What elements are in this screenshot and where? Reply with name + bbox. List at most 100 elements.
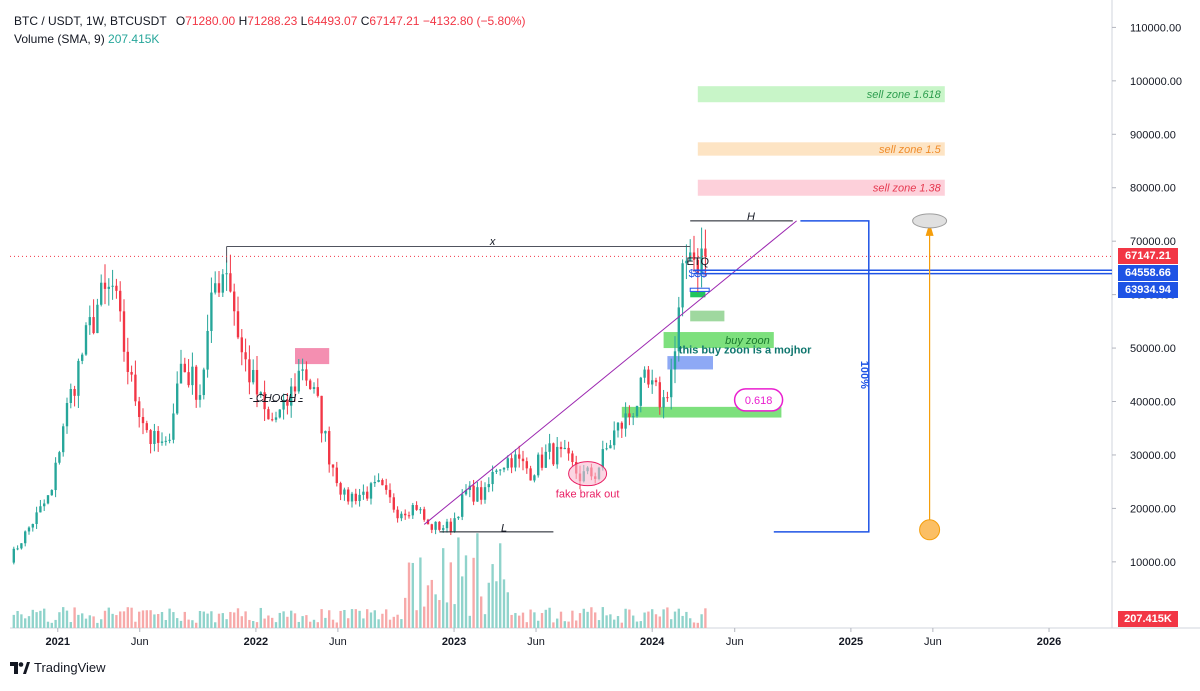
volume-bar — [670, 619, 673, 628]
zone-label: buy zoon — [725, 335, 770, 347]
candle-body — [187, 372, 190, 386]
candle-body — [255, 369, 259, 395]
volume-bar — [495, 581, 498, 628]
volume-bar — [202, 611, 205, 628]
zone — [690, 310, 725, 322]
candle — [107, 278, 110, 306]
zone-rect — [697, 142, 945, 156]
volume-bar — [468, 615, 471, 628]
volume-bar — [134, 621, 137, 628]
volume-bar — [20, 614, 23, 628]
zone-rect — [690, 291, 706, 298]
volume-bar — [46, 621, 50, 628]
candle — [525, 457, 528, 474]
candle-body — [27, 527, 31, 532]
volume-bar — [274, 622, 278, 628]
candle-body — [134, 374, 137, 402]
volume-bar — [320, 609, 323, 628]
candle-body — [88, 317, 91, 326]
tradingview-logo[interactable]: TradingView — [10, 660, 106, 675]
candle — [373, 475, 376, 487]
candle-body — [347, 489, 350, 502]
volume-bar — [438, 600, 441, 628]
candle — [343, 487, 346, 501]
candle-body — [103, 282, 107, 289]
candle-body — [31, 524, 34, 528]
zone — [621, 406, 782, 418]
close-value: 67147.21 — [369, 14, 420, 28]
candle — [548, 433, 551, 460]
candle — [225, 260, 228, 291]
candle — [366, 486, 369, 501]
candle-body — [179, 363, 183, 384]
volume-bar — [107, 607, 110, 628]
candle-body — [426, 519, 430, 525]
candle — [286, 393, 289, 415]
candle — [141, 408, 145, 435]
volume-bar — [404, 597, 407, 628]
volume-bar — [419, 557, 422, 628]
candle-body — [419, 509, 422, 511]
volume-bar — [255, 622, 259, 628]
volume-bar — [548, 607, 551, 628]
zone-rect — [295, 348, 330, 365]
candle-body — [651, 380, 654, 385]
candle-body — [335, 467, 338, 484]
candle-body — [138, 401, 141, 417]
volume-indicator-value: 207.415K — [108, 32, 160, 46]
candle — [252, 359, 255, 385]
candle — [103, 264, 107, 305]
candle — [115, 278, 118, 299]
y-tick-label: 40000.00 — [1130, 397, 1176, 409]
candle — [400, 511, 403, 522]
candle — [149, 428, 152, 454]
candle — [179, 349, 183, 384]
candle — [613, 421, 616, 450]
symbol-title[interactable]: BTC / USDT, 1W, BTCUSDT — [14, 14, 167, 28]
candle-body — [407, 515, 411, 517]
candle — [559, 441, 563, 458]
candle-body — [499, 469, 502, 471]
candle-body — [221, 274, 224, 293]
candle-body — [214, 283, 217, 293]
candle-body — [423, 509, 426, 520]
volume-bar — [590, 607, 593, 628]
candle-body — [206, 330, 209, 370]
volume-bar — [700, 614, 703, 628]
candle — [567, 441, 570, 461]
volume-bar — [673, 611, 677, 628]
volume-bar — [518, 615, 521, 628]
candle-body — [548, 443, 551, 452]
candle — [282, 393, 285, 420]
volume-bar — [620, 622, 623, 628]
candle — [274, 411, 278, 423]
candle-body — [662, 397, 665, 408]
candle-body — [438, 521, 441, 530]
volume-bar — [685, 611, 688, 628]
volume-indicator-label[interactable]: Volume (SMA, 9) — [14, 32, 105, 46]
candle — [65, 397, 69, 434]
volume-bar — [616, 616, 620, 628]
volume-bar — [179, 620, 183, 628]
candle — [647, 365, 650, 388]
volume-bar — [286, 616, 289, 628]
volume-bar — [396, 614, 399, 628]
volume-bar — [487, 582, 490, 628]
volume-bar — [426, 585, 430, 628]
candle-body — [369, 483, 373, 499]
x-tick-label: Jun — [924, 636, 942, 648]
candle — [100, 274, 103, 307]
candle — [480, 480, 483, 505]
volume-bar — [658, 616, 661, 628]
volume-bar — [236, 608, 240, 628]
candle-body — [198, 395, 202, 400]
zone-label: sell zone 1.5 — [879, 144, 942, 156]
candle-body — [518, 454, 521, 459]
candle — [601, 440, 604, 471]
candle — [290, 378, 293, 418]
candle — [388, 483, 392, 504]
volume-bar — [483, 614, 487, 628]
x-tick-label: 2023 — [442, 636, 466, 648]
